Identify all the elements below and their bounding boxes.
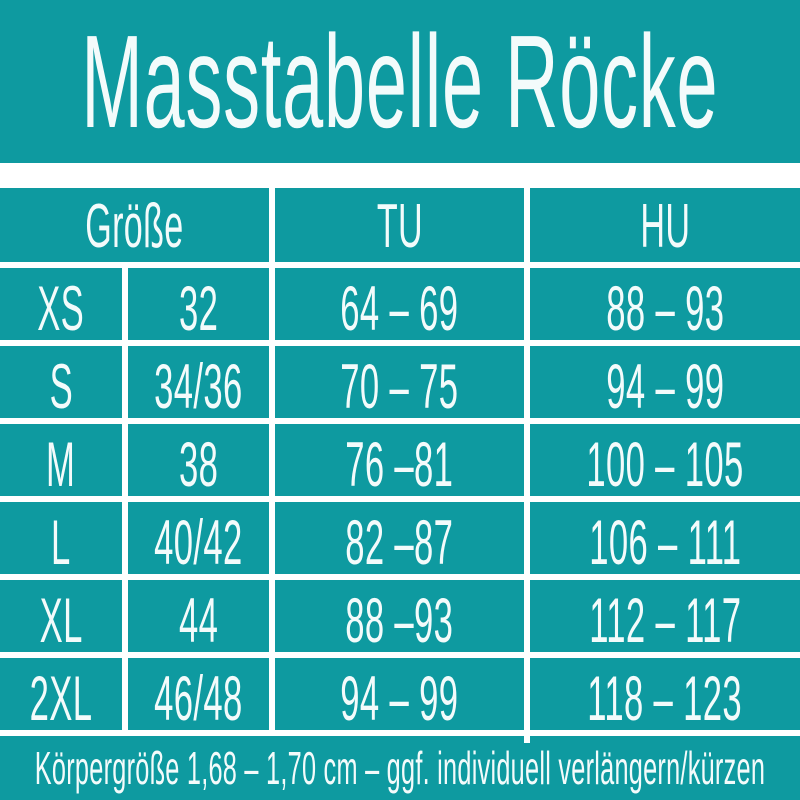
tu-value: 76 –81	[345, 430, 454, 500]
tu-cell: 64 – 69	[275, 268, 524, 344]
size-cell: XS	[0, 268, 122, 344]
hu-value: 106 – 111	[588, 508, 742, 578]
konfektion-cell: 32	[128, 268, 269, 344]
konfektion-value: 38	[178, 430, 219, 500]
size-label: XL	[39, 586, 83, 656]
header-label-tu: TU	[376, 191, 423, 261]
tu-value: 82 –87	[345, 508, 454, 578]
page-title-area: Masstabelle Röcke	[0, 0, 800, 163]
konfektion-cell: 46/48	[128, 658, 269, 734]
konfektion-cell: 34/36	[128, 346, 269, 422]
hu-cell: 106 – 111	[530, 502, 800, 578]
footer-area: Körpergröße 1,68 – 1,70 cm – ggf. indivi…	[0, 736, 800, 800]
size-label: 2XL	[29, 664, 93, 734]
tu-cell: 76 –81	[275, 424, 524, 500]
size-label: XS	[37, 274, 85, 344]
konfektion-cell: 38	[128, 424, 269, 500]
size-label: S	[49, 352, 73, 422]
hu-cell: 100 – 105	[530, 424, 800, 500]
size-cell: XL	[0, 580, 122, 656]
divider-band	[0, 163, 800, 188]
hu-value: 94 – 99	[605, 352, 725, 422]
hu-cell: 88 – 93	[530, 268, 800, 344]
header-label-groesse: Größe	[85, 191, 184, 261]
tu-value: 70 – 75	[340, 352, 459, 422]
tu-cell: 94 – 99	[275, 658, 524, 734]
tu-cell: 82 –87	[275, 502, 524, 578]
tu-cell: 70 – 75	[275, 346, 524, 422]
konfektion-value: 44	[178, 586, 219, 656]
hu-cell: 118 – 123	[530, 658, 800, 734]
header-label-hu: HU	[640, 191, 690, 261]
footer-note: Körpergröße 1,68 – 1,70 cm – ggf. indivi…	[34, 742, 766, 794]
hu-value: 112 – 117	[588, 586, 742, 656]
header-cell-hu: HU	[530, 188, 800, 262]
size-table: Größe TU HU XS 32 64 – 69 88 – 93 S 34/3…	[0, 188, 800, 736]
konfektion-cell: 40/42	[128, 502, 269, 578]
hu-cell: 112 – 117	[530, 580, 800, 656]
size-cell: L	[0, 502, 122, 578]
tu-cell: 88 –93	[275, 580, 524, 656]
hu-value: 118 – 123	[587, 664, 743, 734]
konfektion-value: 32	[178, 274, 219, 344]
konfektion-cell: 44	[128, 580, 269, 656]
tu-value: 64 – 69	[340, 274, 459, 344]
size-cell: M	[0, 424, 122, 500]
column-divider-tail	[524, 736, 530, 743]
size-label: M	[46, 430, 76, 500]
size-label: L	[51, 508, 71, 578]
hu-value: 88 – 93	[605, 274, 725, 344]
hu-value: 100 – 105	[586, 430, 744, 500]
hu-cell: 94 – 99	[530, 346, 800, 422]
konfektion-value: 46/48	[154, 664, 243, 734]
konfektion-value: 40/42	[154, 508, 243, 578]
size-cell: 2XL	[0, 658, 122, 734]
header-cell-groesse: Größe	[0, 188, 269, 262]
size-cell: S	[0, 346, 122, 422]
konfektion-value: 34/36	[154, 352, 243, 422]
tu-value: 88 –93	[345, 586, 454, 656]
header-cell-tu: TU	[275, 188, 524, 262]
tu-value: 94 – 99	[340, 664, 459, 734]
page-title: Masstabelle Röcke	[81, 8, 719, 155]
